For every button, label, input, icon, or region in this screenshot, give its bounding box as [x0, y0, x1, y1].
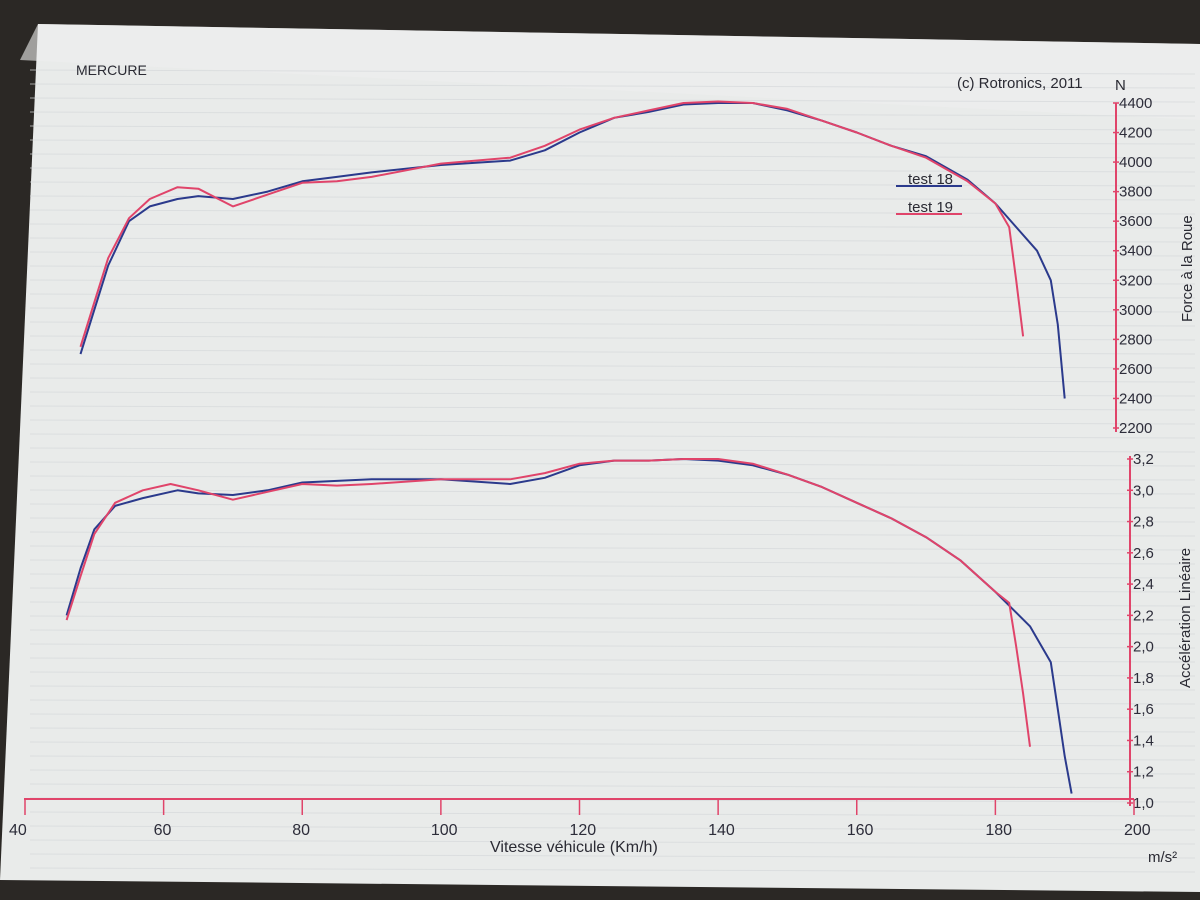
legend: test 18 test 19: [896, 171, 962, 216]
bottom-series-line-test19: [65, 458, 1031, 747]
chart-title: MERCURE: [76, 62, 147, 78]
bottom-y-tick-label: 1,2: [1133, 764, 1154, 781]
legend-label-test19: test 19: [908, 199, 953, 216]
bottom-y-tick-label: 1,4: [1133, 732, 1154, 749]
top-y-tick-label: 4400: [1119, 95, 1152, 112]
copyright-label: (c) Rotronics, 2011: [957, 75, 1083, 92]
top-y-tick-label: 2800: [1119, 331, 1152, 348]
top-y-tick-label: 2200: [1119, 420, 1152, 437]
x-tick-label: 40: [9, 822, 27, 839]
x-tick-label: 120: [570, 822, 597, 839]
x-tick-label: 140: [708, 822, 735, 839]
legend-label-test18: test 18: [908, 171, 953, 188]
bottom-y-axis-label: Accélération Linéaire: [1177, 548, 1194, 688]
top-y-tick-label: 3400: [1119, 243, 1152, 260]
bottom-y-unit: m/s²: [1148, 849, 1177, 866]
x-axis: 40 60 80 100 120 140 160 180 200: [9, 798, 1151, 839]
bottom-y-tick-label: 2,2: [1133, 607, 1154, 624]
x-axis-label: Vitesse véhicule (Km/h): [490, 839, 658, 856]
top-y-tick-label: 3200: [1119, 272, 1152, 289]
x-tick-label: 80: [292, 822, 310, 839]
top-y-axis-label: Force à la Roue: [1179, 215, 1196, 322]
top-y-tick-label: 2600: [1119, 361, 1152, 378]
top-y-tick-label: 4000: [1119, 154, 1152, 171]
bottom-y-tick-label: 2,0: [1133, 639, 1154, 656]
top-series-line-test19: [79, 100, 1025, 348]
top-y-tick-label: 4200: [1119, 125, 1152, 142]
bottom-y-tick-label: 1,0: [1133, 795, 1154, 812]
bottom-y-tick-label: 1,8: [1133, 670, 1154, 687]
bottom-y-tick-label: 1,6: [1133, 701, 1154, 718]
top-y-tick-label: 3800: [1119, 184, 1152, 201]
bottom-y-tick-label: 2,8: [1133, 514, 1154, 531]
x-tick-label: 200: [1124, 822, 1151, 839]
x-tick-label: 160: [847, 822, 874, 839]
x-tick-label: 180: [985, 822, 1012, 839]
bottom-chart-acceleration: 1,0 1,2 1,4 1,6 1,8 2,0 2,2 2,4 2,6 2,8 3,0 3,2: [65, 451, 1154, 812]
bottom-y-tick-label: 2,4: [1133, 576, 1154, 593]
bottom-y-tick-label: 3,2: [1133, 451, 1154, 468]
bottom-y-tick-label: 2,6: [1133, 545, 1154, 562]
top-y-unit: N: [1115, 77, 1126, 94]
top-y-tick-label: 3600: [1119, 213, 1152, 230]
x-tick-label: 100: [431, 822, 458, 839]
top-chart-force: 2200 2400 2600 2800 3000 3200 3400 3600 3800 4000…: [79, 95, 1152, 437]
x-tick-label: 60: [154, 822, 172, 839]
top-y-tick-label: 3000: [1119, 302, 1152, 319]
top-y-tick-label: 2400: [1119, 390, 1152, 407]
bottom-y-tick-label: 3,0: [1133, 482, 1154, 499]
